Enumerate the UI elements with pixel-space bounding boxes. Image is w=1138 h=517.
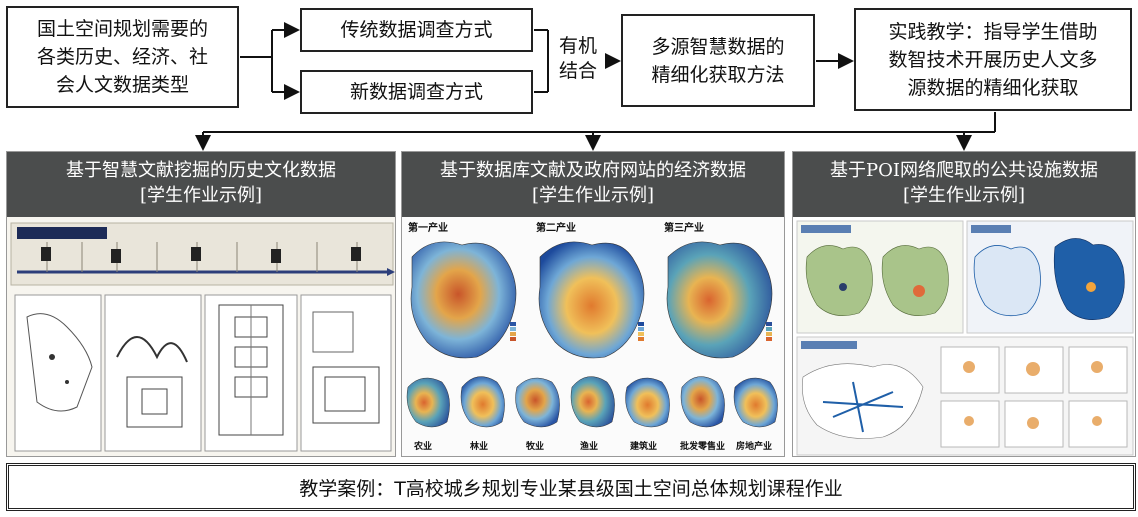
industry-label: 第二产业 [536,221,576,234]
panel-title: 基于智慧文献挖掘的历史文化数据 [66,160,336,181]
combine-label: 有机 结合 [558,35,597,82]
panel-subtitle: [学生作业示例] [902,185,1026,206]
panel-title: 基于数据库文献及政府网站的经济数据 [440,160,746,181]
economy-panel: 基于数据库文献及政府网站的经济数据 [学生作业示例] 第一产业 [401,151,785,457]
panel-header: 基于POI网络爬取的公共设施数据 [学生作业示例] [793,152,1135,217]
sector-label: 渔业 [580,440,598,452]
case-caption: 教学案例：T高校城乡规划专业某县级国土空间总体规划课程作业 [6,463,1136,511]
history-example-image [7,217,395,456]
panel-header: 基于数据库文献及政府网站的经济数据 [学生作业示例] [402,152,784,217]
traditional-survey-box: 传统数据调查方式 [300,8,533,52]
sector-label: 建筑业 [630,440,657,452]
data-types-box: 国土空间规划需要的 各类历史、经济、社 会人文数据类型 [6,6,239,108]
panel-title: 基于POI网络爬取的公共设施数据 [830,160,1098,181]
panel-subtitle: [学生作业示例] [531,185,655,206]
poi-example-image [793,217,1135,456]
history-panel: 基于智慧文献挖掘的历史文化数据 [学生作业示例] [6,151,396,457]
new-survey-box: 新数据调查方式 [300,70,533,114]
panel-subtitle: [学生作业示例] [139,185,263,206]
industry-label: 第三产业 [664,221,704,234]
practice-teaching-box: 实践教学：指导学生借助 数智技术开展历史人文多 源数据的精细化获取 [854,8,1132,111]
economy-example-image: 第一产业 第二产业 第三产业 [402,217,784,456]
sector-label: 牧业 [526,440,544,452]
sector-label: 批发零售业 [680,440,725,452]
poi-panel: 基于POI网络爬取的公共设施数据 [学生作业示例] [792,151,1136,457]
panel-header: 基于智慧文献挖掘的历史文化数据 [学生作业示例] [7,152,395,217]
acquisition-method-box: 多源智慧数据的 精细化获取方法 [621,14,815,107]
sector-label: 农业 [413,440,432,452]
sector-label: 房地产业 [736,440,772,452]
industry-label: 第一产业 [408,221,448,234]
sector-label: 林业 [470,440,488,452]
